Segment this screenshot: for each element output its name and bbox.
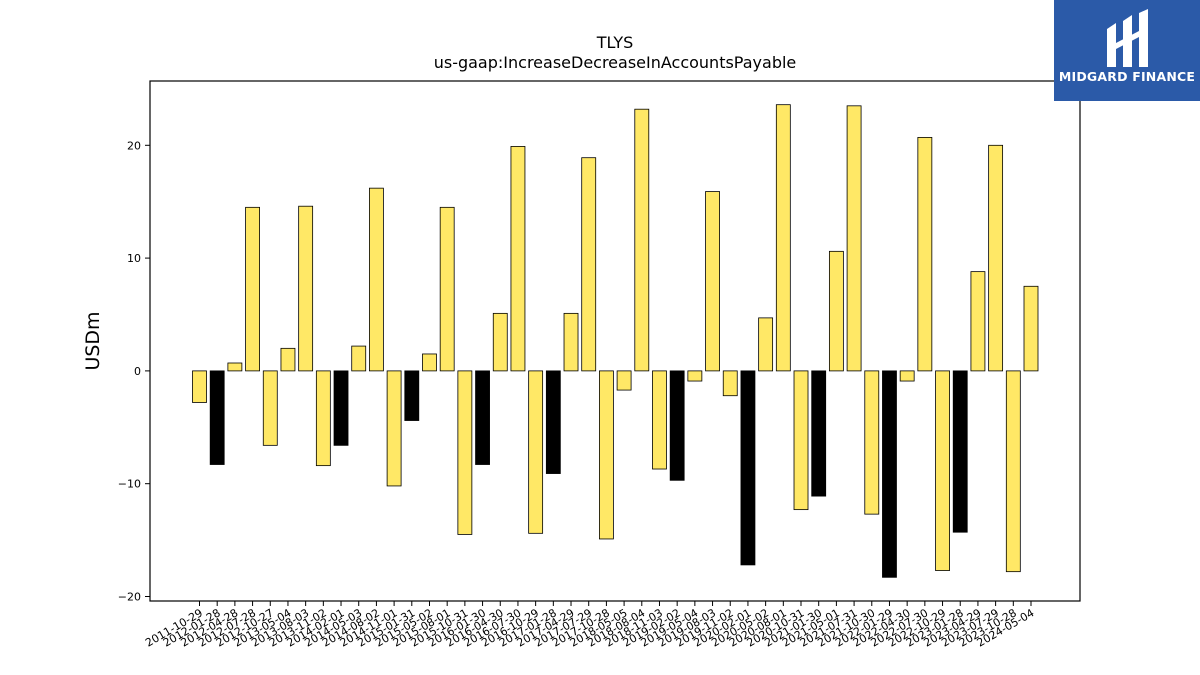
y-tick-label: 20: [127, 139, 141, 152]
bar: [351, 345, 367, 372]
chart-title: TLYS: [596, 33, 634, 52]
bar: [616, 370, 632, 391]
bar: [510, 146, 526, 372]
y-tick-label: 10: [127, 252, 141, 265]
bar: [245, 206, 260, 372]
bar: [192, 370, 207, 403]
bar: [262, 370, 278, 446]
plot-frame: [149, 80, 1081, 602]
bar: [634, 108, 650, 372]
bar: [705, 191, 720, 372]
bar: [492, 312, 508, 372]
bar: [545, 370, 561, 474]
bar: [563, 312, 579, 372]
bar: [899, 370, 915, 382]
bar: [811, 370, 827, 497]
bar: [333, 370, 349, 446]
bar: [758, 317, 774, 372]
bar: [369, 187, 384, 372]
bar: [864, 370, 880, 515]
bar: [775, 104, 791, 372]
bar: [935, 370, 950, 571]
bar: [298, 205, 314, 372]
brand-logo: MIDGARD FINANCE: [1054, 0, 1200, 101]
midgard-logo-icon: [1107, 9, 1148, 67]
bar: [687, 370, 703, 382]
bar: [793, 370, 809, 511]
bar: [475, 370, 490, 465]
bar: [422, 353, 437, 372]
bar: [652, 370, 667, 470]
bar: [457, 370, 473, 535]
bar: [1023, 285, 1039, 372]
bar: [882, 370, 897, 578]
y-tick-label: −10: [118, 478, 141, 491]
y-tick-label: −20: [118, 590, 141, 603]
bar: [669, 370, 685, 481]
bar: [386, 370, 402, 487]
x-axis-ticks: 2011-10-292012-01-282012-04-282012-07-28…: [143, 601, 1037, 650]
bar: [599, 370, 614, 540]
bar: [970, 271, 986, 372]
bar: [227, 362, 243, 372]
bar: [952, 370, 968, 533]
bar: [581, 157, 597, 372]
bar: [315, 370, 331, 467]
bar: [209, 370, 225, 465]
bar: [280, 347, 296, 372]
bar: [988, 144, 1004, 372]
bar: [404, 370, 420, 421]
bar: [528, 370, 544, 534]
bar: [1005, 370, 1021, 573]
y-tick-label: 0: [134, 365, 141, 378]
bar: [722, 370, 738, 397]
y-axis-label: USDm: [82, 311, 104, 370]
chart-subtitle: us-gaap:IncreaseDecreaseInAccountsPayabl…: [434, 53, 797, 72]
bar: [439, 206, 455, 372]
bar: [828, 250, 844, 372]
bar: [740, 370, 756, 566]
brand-name: MIDGARD FINANCE: [1058, 69, 1196, 84]
bar: [846, 105, 862, 372]
bars-group: [192, 104, 1039, 578]
y-axis-ticks: −20 −10 0 10 20: [118, 139, 150, 603]
bar: [917, 136, 933, 372]
